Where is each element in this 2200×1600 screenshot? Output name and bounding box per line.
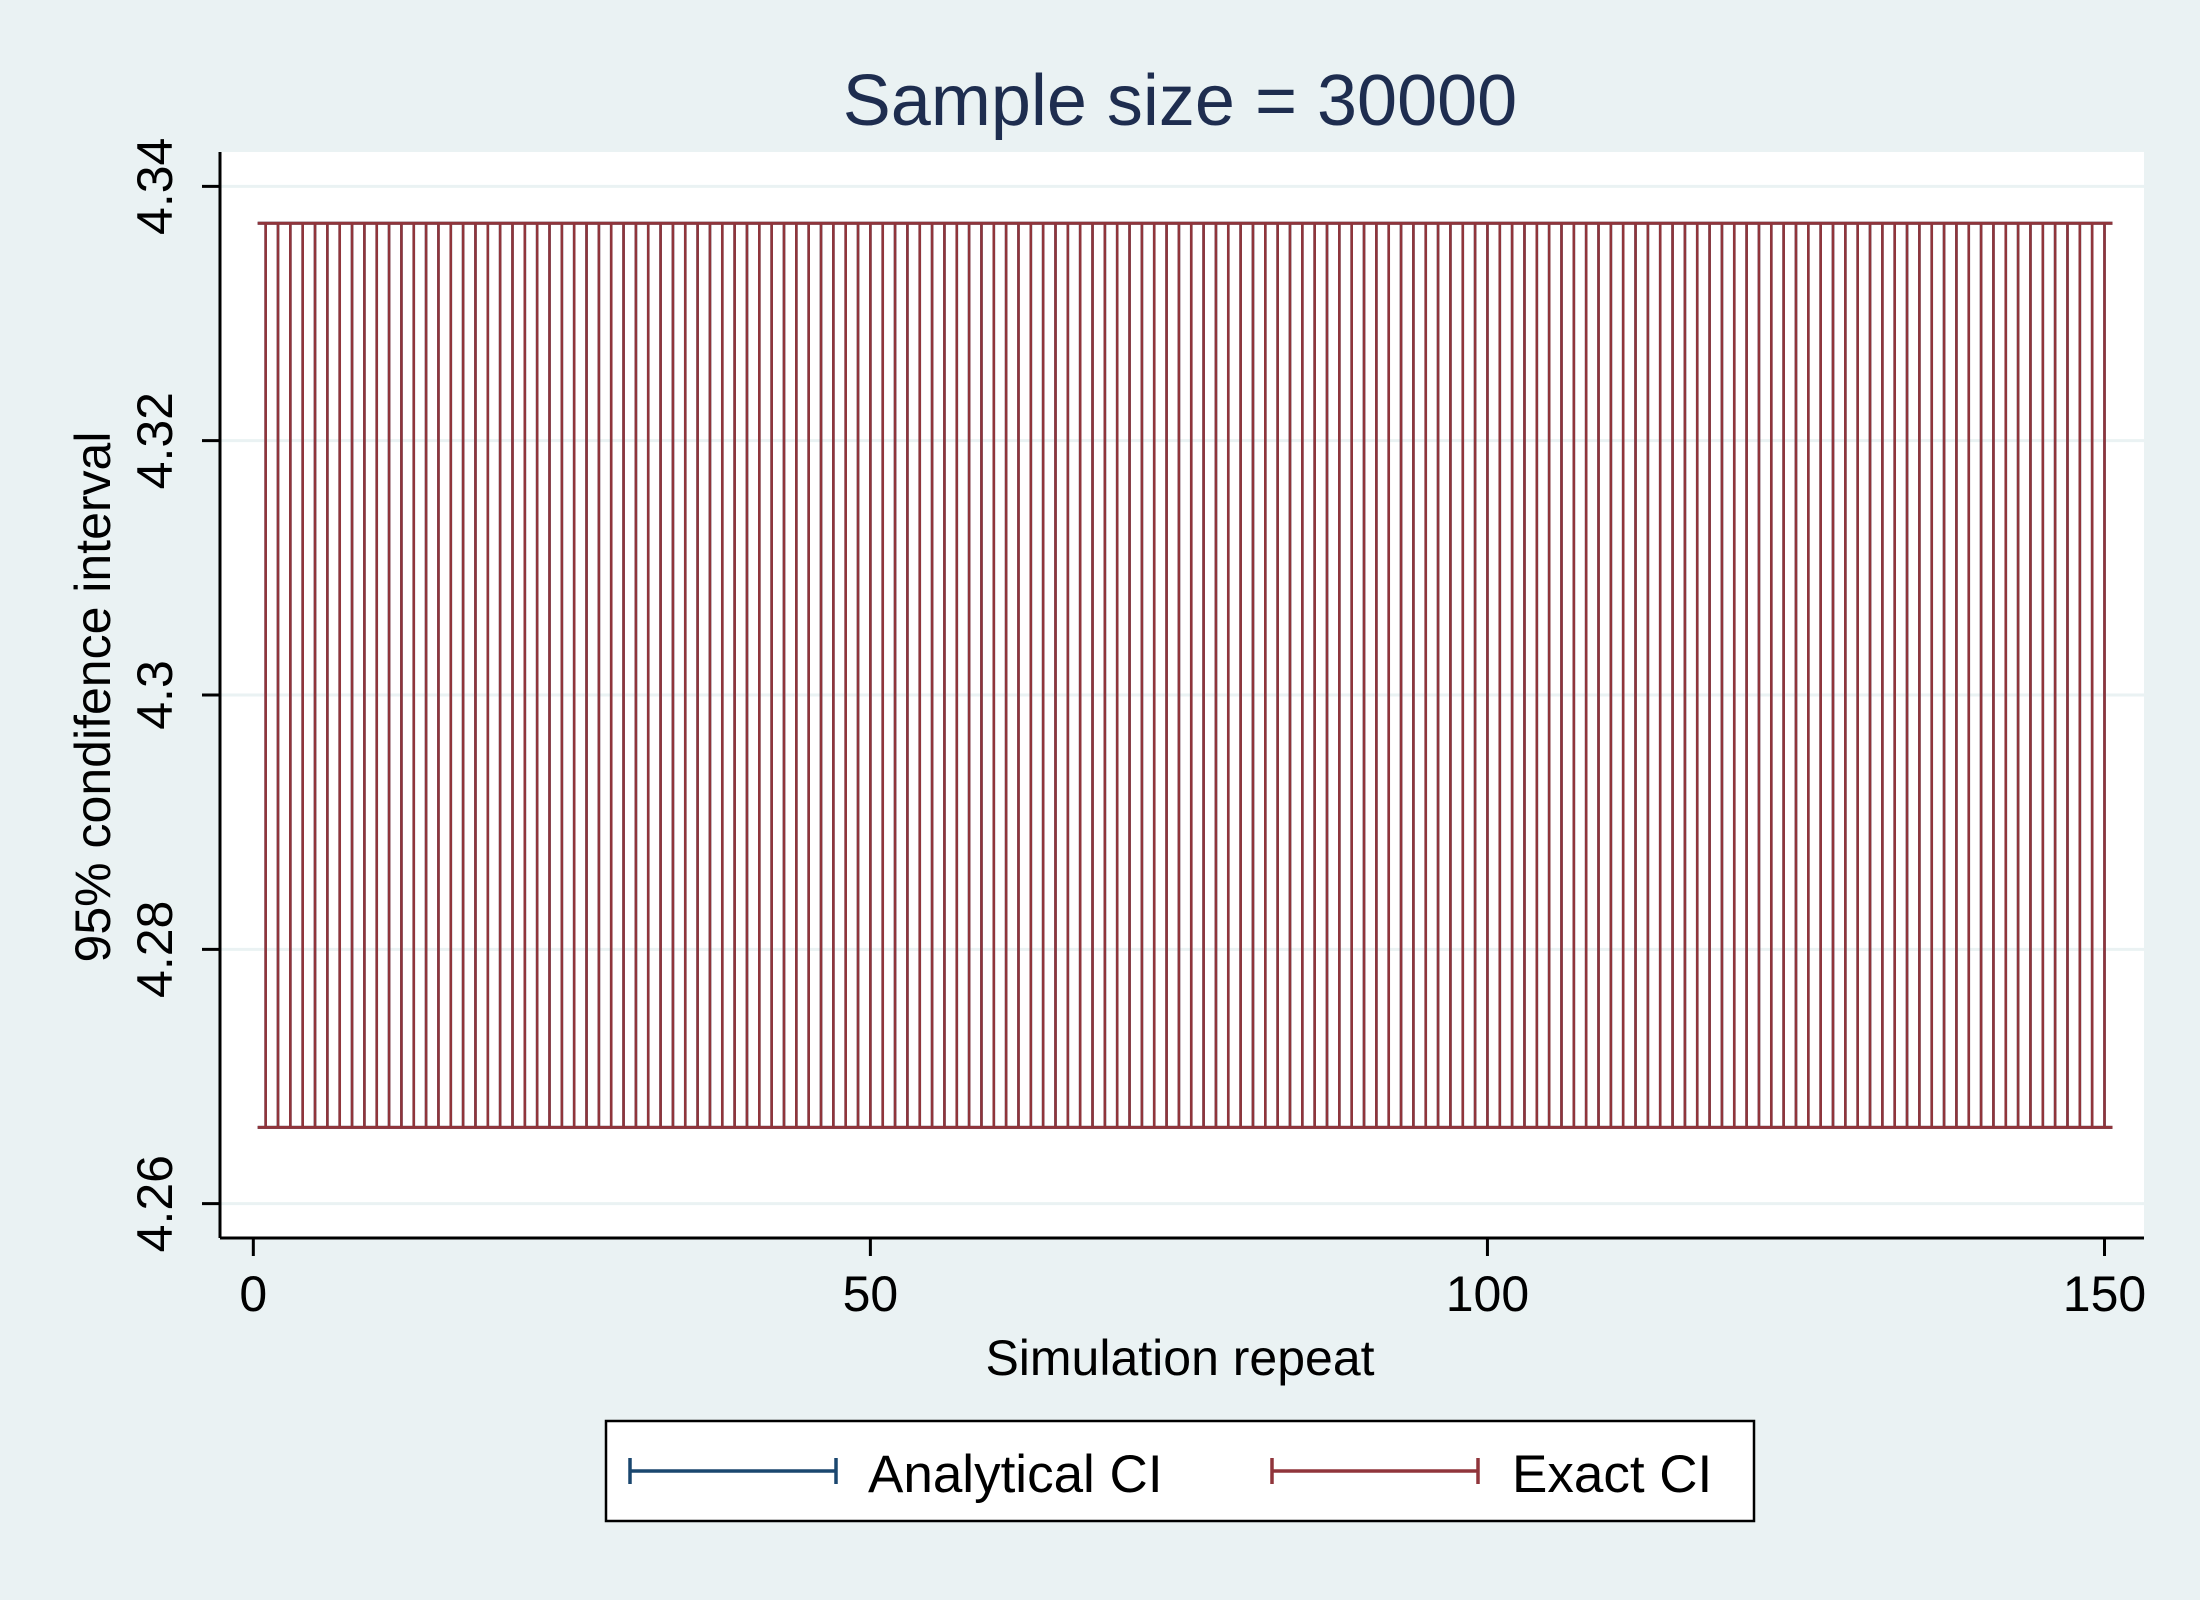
grid-lines <box>220 184 2144 1206</box>
legend-key-analytical-ci <box>628 1458 838 1484</box>
x-tick-label-0: 0 <box>239 1266 267 1322</box>
y-tick-label-2: 4.3 <box>127 660 183 730</box>
exact-ci-series <box>257 221 2113 1129</box>
x-tick-label-3: 150 <box>2063 1266 2146 1322</box>
y-tick-label-1: 4.28 <box>127 901 183 998</box>
y-tick-label-0: 4.26 <box>127 1155 183 1252</box>
legend: Analytical CI Exact CI <box>604 1419 1756 1523</box>
y-tick-label-4: 4.34 <box>127 138 183 235</box>
x-axis-title: Simulation repeat <box>985 1330 1374 1386</box>
x-tick-label-2: 100 <box>1446 1266 1529 1322</box>
legend-label-exact-ci: Exact CI <box>1512 1445 1712 1504</box>
x-axis-ticks: 0 50 100 150 <box>239 1238 2146 1322</box>
y-tick-label-3: 4.32 <box>127 392 183 489</box>
y-axis-title: 95% condifence interval <box>65 432 121 963</box>
legend-label-analytical-ci: Analytical CI <box>868 1445 1163 1504</box>
legend-key-exact-ci <box>1270 1458 1480 1484</box>
x-tick-label-1: 50 <box>843 1266 899 1322</box>
y-axis-ticks: 4.26 4.28 4.3 4.32 4.34 <box>127 138 220 1252</box>
chart-title: Sample size = 30000 <box>843 61 1517 141</box>
